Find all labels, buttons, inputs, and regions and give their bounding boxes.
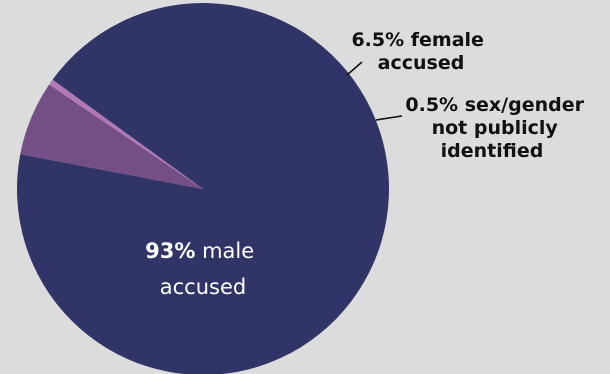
female-label: 6.5% female accused bbox=[351, 29, 490, 74]
unidentified-label: 0.5% sex/gender not publicly identified bbox=[405, 94, 590, 162]
male-label: 93% male accused bbox=[145, 239, 261, 299]
pie-slices bbox=[16, 3, 389, 374]
pie-slice-male bbox=[16, 3, 389, 374]
male-percent: 93% bbox=[145, 239, 195, 263]
female-leader-line bbox=[346, 61, 363, 76]
pie-slice-female bbox=[20, 84, 203, 189]
unidentified-leader-line bbox=[375, 115, 403, 121]
pie-slice-unidentified bbox=[49, 79, 203, 189]
